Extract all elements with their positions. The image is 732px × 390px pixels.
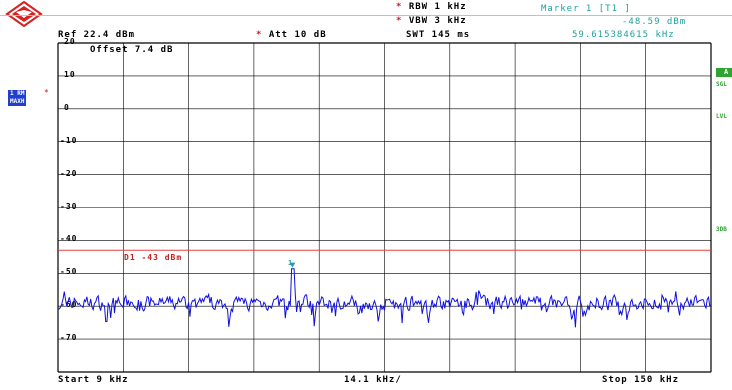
offset-label: Offset 7.4 dB — [90, 45, 174, 55]
y-tick-label: -60 — [60, 300, 78, 310]
y-tick-label: 0 — [64, 102, 70, 112]
marker-label: Marker 1 [T1 ] — [541, 4, 631, 14]
marker-level: -48.59 dBm — [622, 17, 687, 27]
display-line-label: D1 -43 dBm — [124, 253, 183, 262]
stop-frequency: Stop 150 kHz — [602, 375, 680, 385]
trace-mode-box: 1 RM MAXH — [8, 90, 27, 106]
vbw-readout: * VBW 3 kHz — [396, 16, 467, 26]
right-tag-3db: 3DB — [716, 226, 727, 233]
right-tag-a: A — [716, 68, 732, 77]
rbw-readout: * RBW 1 kHz — [396, 2, 467, 12]
y-tick-label: 20 — [64, 37, 76, 46]
y-tick-label: 10 — [64, 69, 76, 79]
header-divider — [0, 15, 732, 16]
y-tick-label: -20 — [60, 168, 78, 178]
marker-frequency: 59.615384615 kHz — [572, 30, 675, 40]
marker-number: 1 — [288, 259, 293, 267]
span-per-division: 14.1 kHz/ — [344, 375, 402, 385]
sweep-time-readout: SWT 145 ms — [406, 30, 471, 40]
y-tick-label: -40 — [60, 234, 78, 244]
start-frequency: Start 9 kHz — [58, 375, 129, 385]
attenuation-readout: * Att 10 dB — [256, 30, 327, 40]
ref-level-readout: Ref 22.4 dBm — [58, 30, 136, 40]
y-tick-label: -30 — [60, 201, 78, 211]
y-tick-label: -70 — [60, 333, 78, 343]
rohde-schwarz-logo — [5, 1, 43, 27]
right-tag-lvl: LVL — [716, 113, 727, 120]
right-tag-sgl: SGL — [716, 81, 727, 88]
marker-1-icon — [289, 262, 296, 268]
spectrum-trace — [57, 268, 712, 328]
trace-mode-star: * — [44, 88, 49, 97]
y-tick-label: -50 — [60, 267, 78, 277]
y-tick-label: -10 — [60, 135, 78, 145]
